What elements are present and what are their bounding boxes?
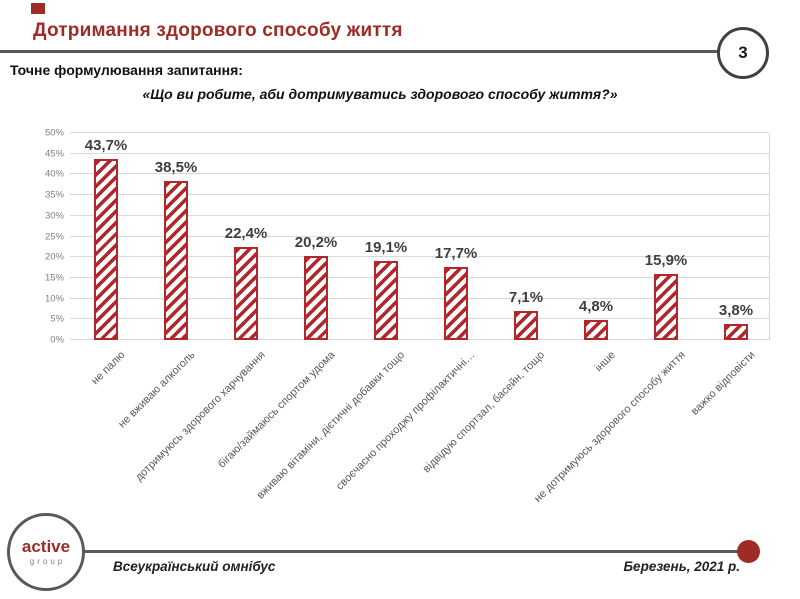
gridline	[70, 235, 769, 237]
bar	[374, 260, 398, 340]
gridline	[70, 297, 769, 299]
category-label: своєчасно проходжу профілактичні…	[333, 349, 478, 493]
bar-value-label: 22,4%	[224, 225, 268, 243]
bar	[724, 324, 748, 340]
footer-survey-name: Всеукраїнський омнібус	[113, 559, 276, 574]
gridline	[70, 276, 769, 278]
category-label: дотримуюсь здорового харчування	[132, 349, 268, 484]
bar	[584, 320, 608, 340]
header-divider	[0, 50, 719, 53]
y-tick-label: 50%	[44, 127, 64, 139]
category-label: не палю	[89, 349, 128, 388]
gridline	[70, 152, 769, 154]
gridline	[70, 194, 769, 196]
bar	[514, 310, 538, 340]
y-tick-label: 20%	[44, 251, 64, 263]
x-axis-labels: не палю не вживаю алкоголь дотримуюсь здор…	[70, 345, 770, 515]
y-tick-label: 25%	[44, 231, 64, 242]
category-label: інше	[592, 349, 618, 375]
bar-value-label: 15,9%	[644, 252, 688, 270]
page-number: 3	[738, 43, 748, 62]
y-tick-label: 10%	[44, 293, 64, 305]
logo-text-active: active	[21, 537, 71, 556]
bar	[234, 247, 258, 340]
y-tick-label: 45%	[44, 148, 64, 160]
gridline	[70, 173, 769, 175]
bar	[444, 266, 468, 340]
y-tick-label: 15%	[44, 272, 64, 284]
bar-value-label: 20,2%	[294, 234, 338, 252]
plot-area: 43,7% 38,5% 22,4% 20,2% 19,1% 17,7% 7,1% 4,8% 15…	[70, 132, 770, 340]
bar	[304, 256, 328, 340]
gridline	[70, 256, 769, 258]
bar	[654, 274, 678, 340]
bar-value-label: 38,5%	[154, 158, 198, 176]
bar-value-label: 43,7%	[84, 137, 128, 155]
category-label: вживаю вітаміни, дієтичні добавки тощо	[255, 349, 408, 502]
active-group-logo: active group	[7, 513, 85, 591]
y-tick-label: 5%	[50, 313, 64, 325]
y-axis: 0% 5% 10% 15% 20% 25% 30% 35% 40% 45% 50%	[0, 128, 64, 346]
gridline	[70, 318, 769, 320]
category-label: бігаю/займаюсь спортом удома	[215, 349, 338, 471]
gridline	[70, 214, 769, 216]
logo-text-group: group	[29, 557, 66, 566]
question-text: «Що ви робите, аби дотримуватись здорово…	[142, 86, 618, 102]
gridline	[70, 132, 769, 133]
category-label: не дотримуюсь здорового способу життя	[531, 349, 688, 505]
y-tick-label: 35%	[44, 189, 64, 201]
footer-divider	[80, 550, 750, 553]
accent-square	[31, 3, 45, 14]
y-tick-label: 40%	[44, 168, 64, 180]
page-number-badge: 3	[717, 27, 769, 79]
y-tick-label: 0%	[50, 334, 64, 346]
category-label: важко відповісти	[688, 349, 758, 418]
footer-date: Березень, 2021 р.	[623, 559, 741, 574]
bar-value-label: 3,8%	[718, 302, 754, 320]
bar	[164, 180, 188, 340]
bar-value-label: 7,1%	[508, 288, 544, 306]
question-heading: Точне формулювання запитання:	[10, 62, 243, 78]
category-label: відвідую спортзал, басейн, тощо	[421, 349, 548, 476]
bar-value-label: 19,1%	[364, 238, 408, 256]
y-tick-label: 30%	[44, 210, 64, 222]
footer-dot	[737, 540, 760, 563]
bar	[94, 159, 118, 340]
gridline	[70, 339, 769, 340]
page-title: Дотримання здорового способу життя	[33, 20, 403, 41]
bar-value-label: 17,7%	[434, 244, 478, 262]
bar-value-label: 4,8%	[578, 298, 614, 316]
category-label: не вживаю алкоголь	[116, 349, 198, 431]
